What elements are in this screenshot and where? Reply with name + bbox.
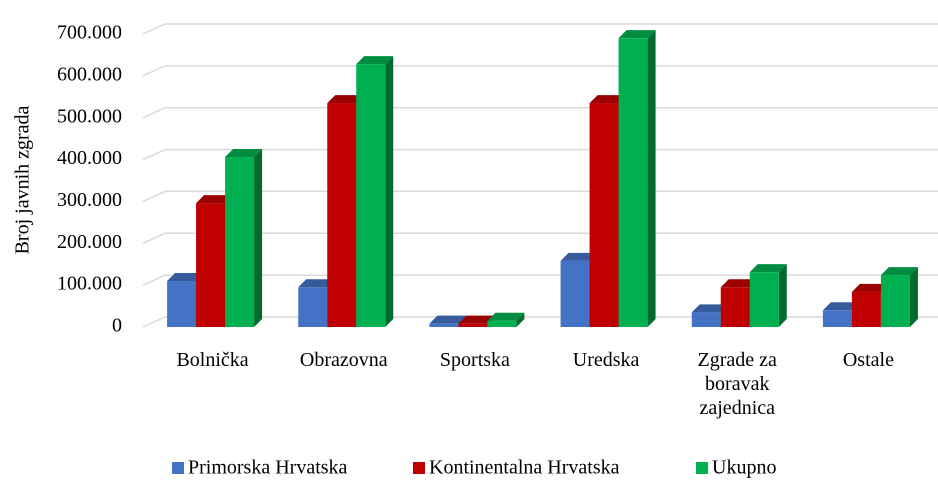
bar-top: [429, 315, 467, 324]
bar-top: [618, 30, 656, 39]
grid-line: [142, 106, 938, 119]
bar: [618, 38, 648, 327]
bar: [167, 280, 197, 327]
y-tick-label: 200.000: [57, 231, 122, 253]
bar: [458, 323, 488, 327]
legend-swatch: [696, 462, 708, 474]
bar: [560, 260, 590, 327]
bar-top: [560, 252, 598, 261]
y-tick-label: 500.000: [57, 105, 122, 127]
x-tick-label: Obrazovna: [299, 349, 388, 371]
bar-top: [167, 272, 205, 281]
bar-top: [196, 195, 234, 204]
bar: [225, 157, 255, 327]
bar-side: [909, 267, 918, 327]
x-tick-label: Ostale: [842, 349, 894, 371]
y-tick-label: 600.000: [57, 63, 122, 85]
bar-top: [851, 283, 889, 292]
bar: [327, 103, 357, 327]
bar: [356, 64, 386, 327]
bar: [429, 323, 459, 327]
bar-side: [516, 312, 525, 327]
bar: [749, 272, 779, 327]
bar-top: [327, 95, 365, 104]
y-tick-label: 300.000: [57, 189, 122, 211]
bar: [822, 310, 852, 327]
grid-line: [142, 274, 938, 286]
legend-label: Primorska Hrvatska: [188, 457, 348, 479]
bar: [880, 275, 910, 327]
bar-top: [749, 264, 787, 273]
bar: [196, 203, 226, 327]
bar-top: [822, 302, 860, 311]
bar: [298, 287, 328, 327]
bar-side: [385, 56, 394, 327]
y-axis-title: Broj javnih zgrada: [12, 105, 34, 254]
legend-swatch: [413, 462, 425, 474]
legend-swatch: [172, 462, 184, 474]
bar-top: [458, 315, 496, 324]
grid-line: [142, 232, 938, 244]
legend-label: Kontinentalna Hrvatska: [429, 457, 620, 479]
bar-top: [589, 95, 627, 104]
bar-top: [880, 267, 918, 276]
bar-top: [720, 279, 758, 288]
x-tick-label: Zgrade za boravak zajednica: [697, 349, 777, 419]
y-tick-label: 700.000: [57, 22, 122, 44]
bar: [720, 287, 750, 327]
legend-label: Ukupno: [712, 457, 776, 479]
y-tick-label: 400.000: [57, 147, 122, 169]
y-tick-label: 0: [112, 315, 122, 337]
bar-top: [356, 56, 394, 65]
y-tick-label: 100.000: [57, 273, 122, 295]
grid-line: [142, 23, 938, 35]
bar: [487, 320, 517, 327]
bar-top: [298, 279, 336, 288]
grid-line: [142, 316, 938, 328]
bar-top: [225, 149, 263, 158]
grid-line: [142, 65, 938, 77]
grid-line: [142, 190, 938, 203]
bar-side: [254, 149, 263, 327]
bar-side: [778, 264, 787, 327]
x-tick-label: Bolnička: [176, 349, 249, 371]
grid-line: [142, 148, 938, 161]
bar: [691, 312, 721, 327]
bar-top: [487, 312, 525, 321]
bar: [589, 103, 619, 327]
bar-side: [647, 30, 656, 327]
bar: [851, 291, 881, 327]
x-tick-label: Uredska: [572, 349, 640, 371]
bar-top: [691, 304, 729, 313]
x-tick-label: Sportska: [439, 349, 510, 371]
